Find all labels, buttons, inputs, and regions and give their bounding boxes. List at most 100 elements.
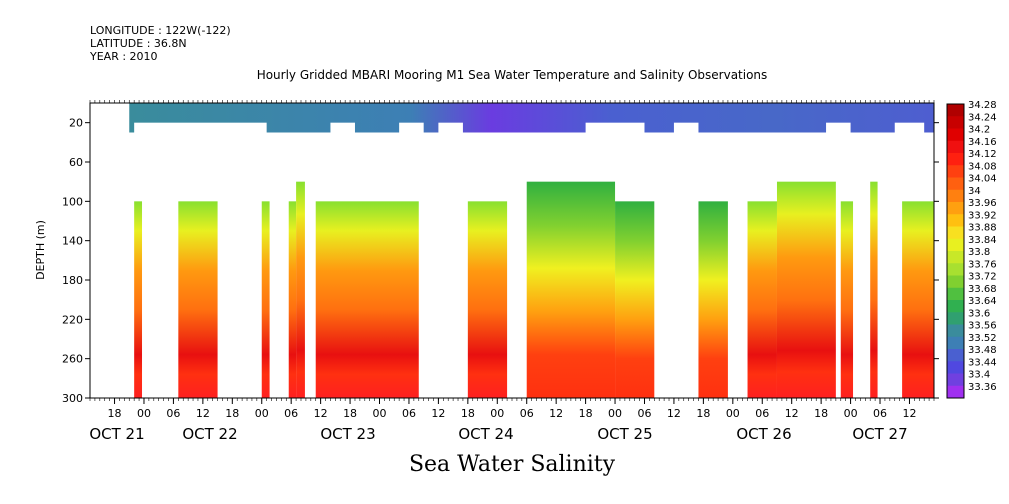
colorbar-label: 33.56 (968, 321, 997, 332)
colorbar-swatch (947, 275, 964, 289)
colorbar-label: 33.8 (968, 247, 990, 258)
salinity-profile-block (467, 201, 508, 398)
y-tick-label: 20 (69, 117, 83, 130)
x-hour-label: 06 (755, 407, 769, 420)
x-hour-label: 12 (431, 407, 445, 420)
x-hour-label: 12 (785, 407, 799, 420)
x-hour-label: 12 (549, 407, 563, 420)
x-hour-label: 18 (225, 407, 239, 420)
x-hour-label: 06 (873, 407, 887, 420)
salinity-profile-block (296, 181, 305, 398)
y-tick-label: 260 (62, 353, 83, 366)
salinity-profile-block (698, 201, 728, 398)
x-hour-label: 12 (314, 407, 328, 420)
x-hour-label: 00 (608, 407, 622, 420)
x-day-label: OCT 24 (458, 425, 513, 443)
colorbar-label: 34.16 (968, 137, 997, 148)
salinity-profile-block (840, 201, 854, 398)
colorbar-label: 34.28 (968, 100, 997, 111)
colorbar-label: 33.52 (968, 333, 997, 344)
colorbar-swatch (947, 263, 964, 276)
x-hour-label: 06 (166, 407, 180, 420)
colorbar-label: 34.24 (968, 112, 997, 123)
colorbar-label: 33.6 (968, 308, 990, 319)
colorbar-label: 33.84 (968, 235, 997, 246)
x-hour-label: 00 (490, 407, 504, 420)
colorbar-label: 33.88 (968, 223, 997, 234)
x-hour-label: 06 (637, 407, 651, 420)
x-day-label: OCT 21 (89, 425, 144, 443)
x-hour-label: 12 (902, 407, 916, 420)
x-day-label: OCT 22 (182, 425, 237, 443)
salinity-profile-block (526, 181, 616, 398)
y-tick-label: 100 (62, 195, 83, 208)
colorbar-label: 33.68 (968, 284, 997, 295)
colorbar-swatch (947, 177, 964, 191)
year-label: YEAR : 2010 (90, 50, 158, 63)
colorbar-label: 33.44 (968, 357, 997, 368)
x-hour-label: 06 (284, 407, 298, 420)
x-day-label: OCT 25 (597, 425, 652, 443)
x-hour-label: 06 (520, 407, 534, 420)
colorbar-label: 34 (968, 186, 981, 197)
surface-gap (438, 122, 463, 133)
salinity-profile-block (288, 201, 297, 398)
colorbar-swatch (947, 189, 964, 203)
x-day-label: OCT 23 (320, 425, 375, 443)
salinity-profile-block (315, 201, 419, 398)
x-hour-label: 18 (461, 407, 475, 420)
colorbar-swatch (947, 202, 964, 215)
colorbar-swatch (947, 140, 964, 154)
colorbar-swatch (947, 349, 964, 362)
x-day-label: OCT 26 (736, 425, 791, 443)
colorbar-swatch (947, 226, 964, 240)
colorbar-label: 33.96 (968, 198, 997, 209)
x-hour-label: 06 (402, 407, 416, 420)
colorbar-swatch (947, 104, 964, 117)
x-hour-label: 00 (844, 407, 858, 420)
surface-gap (673, 122, 699, 133)
salinity-profile-block (870, 181, 878, 398)
x-hour-label: 00 (726, 407, 740, 420)
y-axis-label: DEPTH (m) (34, 220, 47, 280)
x-hour-label: 12 (196, 407, 210, 420)
colorbar-label: 33.72 (968, 272, 997, 283)
surface-gap (399, 122, 424, 133)
colorbar-label: 34.08 (968, 161, 997, 172)
surface-gap (585, 122, 645, 133)
colorbar-label: 33.92 (968, 210, 997, 221)
colorbar-label: 33.36 (968, 382, 997, 393)
latitude-label: LATITUDE : 36.8N (90, 37, 187, 50)
colorbar-swatch (947, 373, 964, 387)
colorbar-frame (946, 103, 965, 399)
surface-gap (826, 122, 851, 133)
colorbar-swatch (947, 312, 964, 325)
y-tick-label: 300 (62, 392, 83, 405)
salinity-profile-block (134, 201, 143, 398)
surface-gap (330, 122, 355, 133)
salinity-profile-block (902, 201, 934, 398)
colorbar-swatch (947, 336, 964, 350)
x-hour-label: 12 (667, 407, 681, 420)
colorbar-swatch (947, 128, 964, 142)
surface-gap (894, 122, 925, 133)
y-tick-label: 180 (62, 274, 83, 287)
surface-gap (134, 122, 267, 133)
salinity-profile-block (261, 201, 270, 398)
x-hour-label: 18 (696, 407, 710, 420)
colorbar-label: 33.48 (968, 345, 997, 356)
variable-title: Sea Water Salinity (408, 452, 616, 477)
colorbar-swatch (947, 385, 964, 399)
colorbar-swatch (947, 214, 964, 227)
colorbar-swatch (947, 300, 964, 313)
colorbar-swatch (947, 116, 964, 129)
x-hour-label: 18 (108, 407, 122, 420)
salinity-profile-block (615, 201, 655, 398)
x-hour-label: 00 (255, 407, 269, 420)
colorbar-label: 34.2 (968, 125, 990, 136)
colorbar-swatch (947, 324, 964, 338)
colorbar-label: 33.4 (968, 370, 990, 381)
colorbar-label: 34.12 (968, 149, 997, 160)
y-tick-label: 220 (62, 313, 83, 326)
